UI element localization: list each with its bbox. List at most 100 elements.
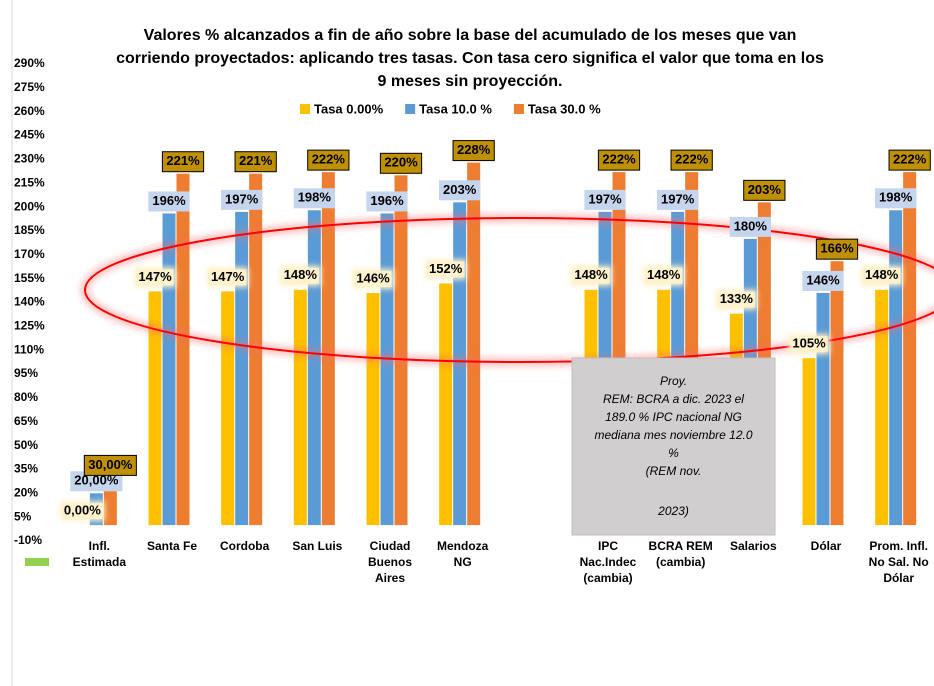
annotation-text: REM: BCRA a dic. 2023 el [603,392,744,406]
data-label: 146% [802,270,844,291]
data-label: 148% [279,265,321,286]
data-label: 148% [570,265,612,286]
data-label-text: 198% [298,190,332,205]
data-label-text: 197% [225,191,259,206]
data-label-box [670,149,713,171]
data-label-box [729,216,771,237]
data-label-text: 222% [893,152,927,167]
data-label: 222% [307,149,350,171]
legend-swatch [405,104,416,114]
chart-title: Valores % alcanzados a fin de año sobre … [144,27,797,44]
annotation-text: 2023) [657,504,689,518]
data-label-text: 196% [152,193,186,208]
x-tick-label: IPC Nac.Indec (cambia) [580,539,637,585]
legend-label: Tasa 10.0 % [419,101,492,116]
data-label-box [452,140,495,162]
data-label: 147% [134,267,176,288]
x-tick-label: Cordoba [220,539,270,553]
data-label-text: 148% [647,267,681,282]
data-label-text: 228% [457,142,491,157]
bar [293,289,307,526]
y-tick-label: 80% [14,390,38,404]
data-label-text: 221% [166,153,200,168]
data-label-text: 148% [574,267,608,282]
legend-swatch [25,558,49,566]
data-label-text: 197% [661,191,695,206]
bar [903,172,917,526]
data-label: 198% [293,188,335,209]
data-label: 20,00% [70,471,123,492]
data-label-text: 20,00% [74,473,119,488]
data-label-text: 147% [138,269,172,284]
data-label-box [234,151,277,173]
data-label-text: 197% [588,191,622,206]
data-label: 197% [221,189,263,210]
data-label-text: 148% [284,267,318,282]
y-tick-label: 230% [14,152,45,166]
data-label-text: 222% [675,152,709,167]
y-tick-label: 170% [14,247,45,261]
data-label-box [717,291,755,308]
data-label: 148% [643,265,685,286]
bar [830,261,844,526]
data-label-text: 196% [370,193,404,208]
bar [235,211,249,526]
data-label-box [427,261,465,278]
data-label-text: 30,00% [88,457,133,472]
data-label: 203% [439,180,481,201]
y-tick-label: 200% [14,199,45,213]
y-tick-label: 245% [14,128,45,142]
x-tick-label: Mendoza NG [437,539,489,569]
x-tick-label: Ciudad Buenos Aires [368,539,412,585]
data-label-box [743,179,786,201]
data-label-box [888,149,931,171]
data-label-box [875,188,917,209]
data-label-box [863,267,901,284]
data-label: 148% [861,265,903,286]
data-label-text: 0,00% [64,503,101,518]
data-label-box [815,238,859,260]
data-label-box [366,191,408,212]
data-label: 146% [352,268,394,289]
legend-swatch [300,104,310,114]
annotation-text: 189.0 % IPC nacional NG [605,410,742,424]
data-label-box [293,188,335,209]
data-label-text: 148% [865,267,899,282]
y-tick-label: 215% [14,175,45,189]
bar [467,162,481,526]
data-label: 222% [670,149,713,171]
data-label: 105% [788,334,830,355]
data-label-text: 203% [443,182,477,197]
data-label-box [657,189,699,210]
data-label-box [70,471,123,492]
data-label-box [83,454,137,476]
legend-label: Tasa 0.00% [314,101,384,116]
bar [889,210,903,526]
bar [816,292,830,526]
data-label: 166% [815,238,859,260]
y-tick-label: 260% [14,104,45,118]
bar [307,210,321,526]
data-label: 30,00% [83,454,137,476]
data-label-box [307,149,350,171]
highlight-ellipse [84,217,934,363]
data-label: 196% [366,191,408,212]
bar [394,175,408,526]
annotation-text: % [668,446,679,460]
data-label: 196% [148,191,190,212]
data-label-box [597,149,641,171]
y-tick-label: 5% [14,509,32,523]
data-label-text: 146% [356,270,390,285]
data-label-text: 220% [384,155,418,170]
bar [162,213,176,526]
data-label: 228% [452,140,495,162]
annotation-text: Proy. [660,374,687,388]
data-label-box [281,267,319,284]
y-tick-label: 65% [14,414,38,428]
data-label-text: 180% [734,218,768,233]
y-tick-label: 185% [14,223,45,237]
data-label-text: 198% [879,190,913,205]
x-tick-label: Santa Fe [147,539,197,553]
bar [802,358,816,526]
